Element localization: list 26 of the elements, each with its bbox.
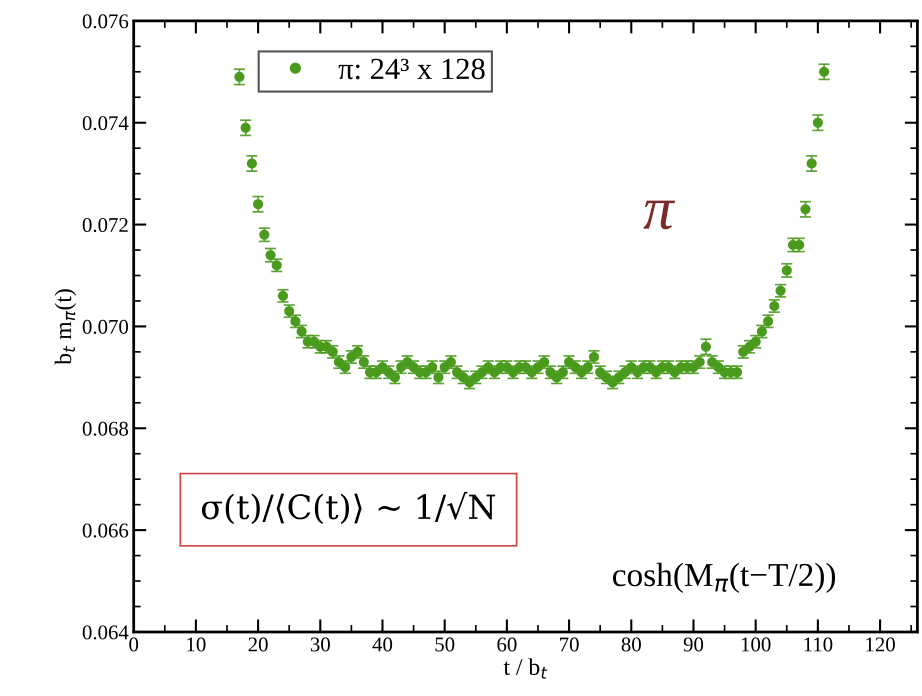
x-tick-label: 20 — [248, 637, 268, 652]
y-axis-title: b$_{t}$ m$_{π}$(t) — [54, 289, 76, 365]
y-tick-label: 0.066 — [82, 523, 128, 538]
y-tick-label: 0.072 — [82, 218, 128, 232]
y-tick-label: 0.064 — [82, 625, 129, 640]
x-tick-label: 0 — [129, 637, 138, 652]
x-tick-label: 90 — [684, 637, 704, 652]
annotation: cosh(M$_{π}$(t−T/2)) — [613, 562, 836, 594]
legend-label: π: 24³ x 128 — [338, 58, 485, 80]
x-tick-label: 100 — [742, 637, 771, 652]
y-tick-label: 0.068 — [82, 422, 128, 436]
y-tick-label: 0.070 — [82, 320, 128, 334]
x-tick-label: 110 — [804, 637, 832, 652]
y-tick-label: 0.074 — [82, 116, 129, 130]
annotation: π — [643, 200, 676, 230]
x-tick-label: 120 — [866, 637, 895, 652]
x-tick-label: 40 — [372, 637, 392, 652]
x-axis-title: t / b$_{t}$ — [504, 658, 548, 679]
annotation: σ(t)/⟨C(t)⟩ ~ 1/√N — [202, 492, 496, 524]
x-tick-label: 60 — [497, 637, 517, 652]
x-tick-label: 50 — [435, 637, 454, 652]
x-tick-label: 70 — [560, 637, 579, 652]
x-tick-label: 80 — [622, 637, 641, 652]
y-tick-label: 0.076 — [82, 14, 128, 28]
x-tick-label: 10 — [187, 637, 206, 652]
x-tick-label: 30 — [310, 637, 330, 652]
